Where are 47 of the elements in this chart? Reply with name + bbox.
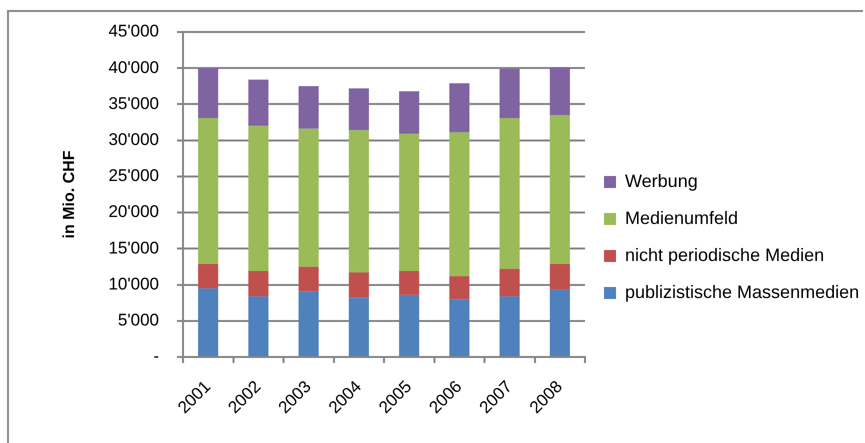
bar	[449, 276, 470, 300]
bar	[198, 68, 218, 118]
bar	[348, 272, 369, 298]
y-tick-label: 20'000	[108, 202, 159, 222]
bar	[198, 118, 218, 264]
y-tick-label: 25'000	[108, 166, 159, 186]
legend-label: publizistische Massenmedien	[625, 282, 860, 302]
bar	[298, 291, 319, 356]
bar	[449, 83, 470, 132]
legend-label: Medienumfeld	[625, 208, 738, 228]
legend-label: Werbung	[625, 170, 698, 191]
bar	[348, 298, 369, 356]
y-tick-label: 30'000	[108, 130, 159, 150]
bar	[500, 118, 520, 269]
bar	[248, 296, 268, 356]
bar	[500, 68, 520, 118]
bar	[500, 268, 520, 296]
y-tick-label: 5'000	[118, 310, 159, 330]
bar	[399, 134, 420, 272]
bar	[298, 128, 319, 267]
bar	[248, 126, 268, 272]
y-tick-label: 15'000	[108, 238, 159, 258]
y-tick-label: -	[153, 346, 159, 366]
legend-label: nicht periodische Medien	[625, 244, 824, 265]
y-tick-label: 35'000	[108, 94, 159, 113]
bar	[550, 264, 570, 290]
bar	[550, 67, 570, 116]
bar	[298, 86, 319, 129]
bar	[348, 88, 369, 130]
bar	[198, 264, 218, 288]
bar	[449, 132, 470, 276]
bar	[248, 271, 268, 296]
y-axis-title: in Mio. CHF	[61, 150, 78, 238]
bar	[399, 294, 420, 356]
bar	[248, 80, 268, 126]
bar	[449, 299, 470, 356]
bar	[348, 130, 369, 272]
bar	[550, 290, 570, 356]
bar	[399, 271, 420, 295]
y-tick-label: 40'000	[108, 58, 159, 77]
y-tick-label: 10'000	[108, 274, 159, 294]
bar	[500, 296, 520, 356]
bar	[399, 91, 420, 134]
y-tick-label: 45'000	[108, 22, 159, 41]
bar	[198, 288, 218, 356]
bar	[550, 115, 570, 264]
bar	[298, 266, 319, 292]
